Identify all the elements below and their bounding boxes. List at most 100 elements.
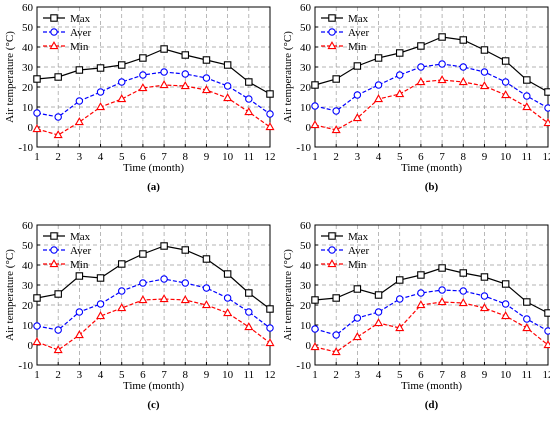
y-tick-label: 10: [22, 102, 34, 114]
x-tick-label: 1: [34, 151, 40, 163]
legend-label: Min: [348, 41, 367, 53]
data-point: [418, 290, 424, 296]
data-point: [524, 77, 530, 83]
y-tick-label: 20: [22, 300, 34, 312]
x-tick-label: 10: [500, 151, 512, 163]
data-point: [311, 121, 318, 127]
data-point: [203, 75, 209, 81]
data-point: [312, 297, 318, 303]
series-line: [315, 302, 548, 352]
data-point: [266, 339, 273, 345]
data-point: [502, 281, 508, 287]
y-tick-label: 0: [28, 122, 34, 134]
x-tick-label: 3: [77, 369, 83, 381]
legend-marker: [51, 233, 57, 239]
series-min: [311, 76, 550, 132]
legend-label: Aver: [348, 245, 370, 257]
data-point: [160, 81, 167, 87]
x-tick-label: 9: [482, 369, 488, 381]
data-point: [55, 291, 61, 297]
data-point: [245, 323, 252, 329]
legend-marker: [329, 247, 335, 253]
x-axis-label: Time (month): [401, 162, 462, 174]
y-tick-label: 20: [300, 82, 312, 94]
series-line: [315, 268, 548, 313]
series-line: [37, 72, 270, 117]
data-point: [545, 105, 550, 111]
legend-marker: [329, 15, 335, 21]
y-tick-label: 40: [22, 260, 34, 272]
data-point: [76, 98, 82, 104]
data-point: [460, 64, 466, 70]
data-point: [224, 83, 230, 89]
data-point: [333, 108, 339, 114]
data-point: [418, 64, 424, 70]
data-point: [524, 93, 530, 99]
data-point: [161, 276, 167, 282]
data-point: [246, 290, 252, 296]
x-tick-label: 10: [222, 151, 234, 163]
data-point: [203, 256, 209, 262]
series-min: [311, 298, 550, 354]
x-tick-label: 1: [34, 369, 40, 381]
data-point: [524, 299, 530, 305]
data-point: [119, 79, 125, 85]
data-point: [439, 34, 445, 40]
data-point: [33, 125, 40, 131]
data-point: [119, 62, 125, 68]
data-point: [34, 76, 40, 82]
data-point: [439, 265, 445, 271]
data-point: [523, 324, 530, 330]
x-tick-label: 10: [222, 369, 234, 381]
data-point: [33, 338, 40, 344]
legend-label: Min: [348, 259, 367, 271]
data-point: [481, 69, 487, 75]
data-point: [312, 326, 318, 332]
data-point: [97, 65, 103, 71]
data-point: [354, 286, 360, 292]
legend-label: Max: [70, 13, 91, 25]
x-tick-label: 12: [265, 151, 276, 163]
data-point: [55, 74, 61, 80]
x-tick-label: 3: [77, 151, 83, 163]
data-point: [354, 63, 360, 69]
y-axis-label: Air temperature (°C): [282, 31, 294, 123]
data-point: [481, 274, 487, 280]
data-point: [55, 327, 61, 333]
data-point: [34, 295, 40, 301]
data-point: [438, 76, 445, 82]
y-tick-label: 30: [300, 280, 312, 292]
x-tick-label: 11: [522, 369, 533, 381]
data-point: [312, 103, 318, 109]
data-point: [502, 79, 508, 85]
data-point: [34, 110, 40, 116]
y-tick-label: 60: [300, 2, 312, 14]
data-point: [545, 89, 550, 95]
data-point: [161, 46, 167, 52]
data-point: [311, 343, 318, 349]
x-tick-label: 1: [312, 151, 318, 163]
data-point: [76, 273, 82, 279]
y-tick-label: 30: [22, 62, 34, 74]
data-point: [439, 287, 445, 293]
data-point: [140, 72, 146, 78]
data-point: [224, 271, 230, 277]
data-point: [139, 296, 146, 302]
data-point: [76, 331, 83, 337]
data-point: [502, 58, 508, 64]
data-point: [97, 89, 103, 95]
data-point: [246, 96, 252, 102]
x-tick-label: 3: [355, 151, 361, 163]
data-point: [418, 43, 424, 49]
data-point: [76, 118, 83, 124]
x-tick-label: 9: [482, 151, 488, 163]
data-point: [460, 288, 466, 294]
data-point: [397, 50, 403, 56]
legend-label: Min: [70, 259, 89, 271]
series-line: [37, 299, 270, 350]
data-point: [460, 78, 467, 84]
y-tick-label: -10: [296, 142, 311, 154]
y-tick-label: 30: [22, 280, 34, 292]
